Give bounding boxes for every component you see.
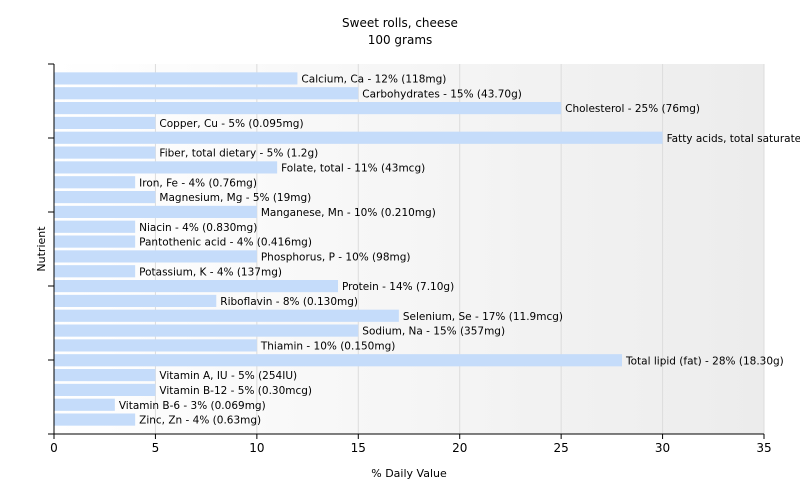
- bar-label: Phosphorus, P - 10% (98mg): [261, 251, 411, 263]
- bar-label: Fatty acids, total saturated - 30% (6.05…: [667, 133, 800, 145]
- x-tick-label: 30: [655, 441, 670, 455]
- bar-label: Carbohydrates - 15% (43.70g): [362, 88, 522, 100]
- x-axis-title: % Daily Value: [371, 467, 447, 480]
- bar: [54, 383, 156, 396]
- chart-title: Sweet rolls, cheese: [342, 16, 458, 30]
- bar-label: Total lipid (fat) - 28% (18.30g): [625, 355, 784, 367]
- bar: [54, 146, 156, 159]
- bar-label: Riboflavin - 8% (0.130mg): [220, 296, 358, 308]
- x-tick-label: 0: [50, 441, 58, 455]
- chart-subtitle: 100 grams: [368, 33, 433, 47]
- bar: [54, 87, 359, 100]
- bar-label: Thiamin - 10% (0.150mg): [260, 340, 396, 352]
- x-tick-label: 10: [249, 441, 264, 455]
- bar-label: Iron, Fe - 4% (0.76mg): [139, 177, 257, 189]
- bar: [54, 235, 136, 248]
- bar-label: Calcium, Ca - 12% (118mg): [301, 73, 446, 85]
- bar: [54, 102, 562, 115]
- bar-label: Vitamin B-12 - 5% (0.30mcg): [159, 385, 312, 397]
- bar: [54, 369, 156, 382]
- bar-label: Vitamin B-6 - 3% (0.069mg): [119, 400, 266, 412]
- bar: [54, 324, 359, 337]
- bar: [54, 220, 136, 233]
- bar-label: Pantothenic acid - 4% (0.416mg): [139, 237, 312, 249]
- y-axis-title: Nutrient: [35, 226, 48, 272]
- bar-label: Niacin - 4% (0.830mg): [139, 222, 257, 234]
- bar: [54, 294, 217, 307]
- bar: [54, 339, 257, 352]
- bar: [54, 116, 156, 129]
- plot-background: [54, 64, 764, 434]
- x-tick-label: 20: [452, 441, 467, 455]
- bar: [54, 191, 156, 204]
- bar-label: Folate, total - 11% (43mcg): [281, 162, 425, 174]
- bar-label: Vitamin A, IU - 5% (254IU): [159, 370, 297, 382]
- bar-label: Zinc, Zn - 4% (0.63mg): [139, 415, 261, 427]
- bar: [54, 413, 136, 426]
- bar-labels: Calcium, Ca - 12% (118mg) Carbohydrates -…: [119, 73, 800, 426]
- bars: [54, 72, 663, 426]
- bar-label: Sodium, Na - 15% (357mg): [362, 326, 505, 338]
- bar: [54, 354, 622, 367]
- bar-label: Magnesium, Mg - 5% (19mg): [159, 192, 311, 204]
- bar: [54, 72, 298, 85]
- bar: [54, 205, 257, 218]
- bar: [54, 280, 338, 293]
- bar-label: Fiber, total dietary - 5% (1.2g): [159, 148, 318, 160]
- bar: [54, 131, 663, 144]
- bar-label: Protein - 14% (7.10g): [342, 281, 454, 293]
- bar: [54, 398, 115, 411]
- x-tick-label: 15: [351, 441, 366, 455]
- bar: [54, 265, 136, 278]
- x-tick-label: 25: [554, 441, 569, 455]
- bar-label: Potassium, K - 4% (137mg): [139, 266, 282, 278]
- bar: [54, 176, 136, 189]
- x-tick-label: 5: [152, 441, 160, 455]
- bar-label: Cholesterol - 25% (76mg): [565, 103, 700, 115]
- x-tick-label: 35: [756, 441, 771, 455]
- bar-label: Selenium, Se - 17% (11.9mcg): [403, 311, 563, 323]
- bar: [54, 309, 399, 322]
- bar: [54, 161, 278, 174]
- bar: [54, 250, 257, 263]
- bar-label: Copper, Cu - 5% (0.095mg): [159, 118, 303, 130]
- axes: 0 5 10 15 20 25 30 35: [48, 63, 772, 455]
- bar-label: Manganese, Mn - 10% (0.210mg): [261, 207, 436, 219]
